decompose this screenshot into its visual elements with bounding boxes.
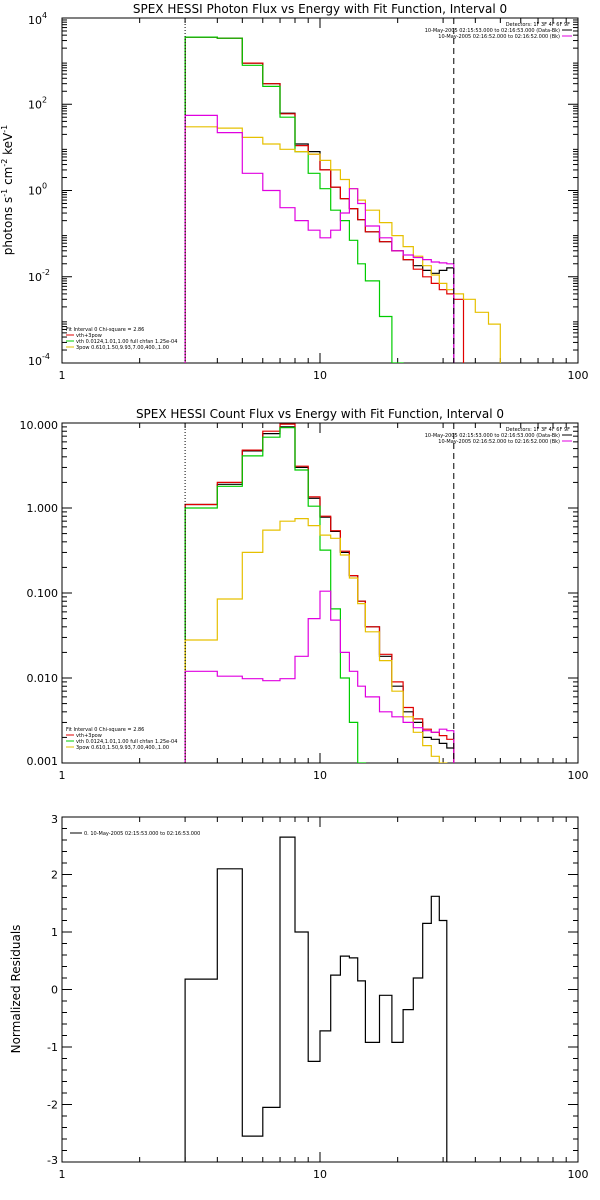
y-tick-label: 10.000 — [20, 419, 59, 432]
residuals-series — [184, 836, 448, 1162]
photon-flux-panel: SPEX HESSI Photon Flux vs Energy with Fi… — [0, 2, 589, 382]
series-vth-3pow — [184, 36, 465, 363]
legend-entry: 3pow 0.610,1.50,9.93,7.00,400.,1.00 — [76, 345, 169, 351]
y-tick-label: 100 — [28, 182, 47, 198]
y-tick-exponent: -4 — [42, 352, 50, 361]
y-tick-exponent: -2 — [42, 268, 50, 277]
legend-entry: vth+3pow — [76, 733, 102, 739]
y-tick-label: 1.000 — [27, 502, 59, 515]
series-3pow-0-610-1-50-9-93-7-00-400-1-00 — [184, 518, 448, 763]
count-flux-axes: 1 10 100 0.001 0.010 0.100 1.000 10.000 — [20, 419, 589, 782]
residuals-legend: 0. 10-May-2005 02:15:53.000 to 02:16:53.… — [70, 831, 200, 837]
y-tick-label: 10-2 — [28, 268, 50, 284]
photon-flux-title: SPEX HESSI Photon Flux vs Energy with Fi… — [133, 2, 507, 16]
x-tick-label: 10 — [313, 769, 327, 782]
y-tick-label: 0.001 — [27, 755, 59, 768]
legend-entry: 10-May-2005 02:15:53.000 to 02:16:53.000… — [425, 28, 560, 34]
y-label-mid: cm — [1, 167, 15, 189]
y-tick-label: 0.100 — [27, 587, 59, 600]
series-3pow-0-610-1-50-9-93-7-00-400-1-00 — [184, 126, 501, 363]
x-tick-label: 1 — [59, 369, 66, 382]
photon-flux-fit-range-markers — [184, 18, 455, 363]
y-tick-label: 0 — [51, 984, 58, 997]
series-vth-0-0124-1-01-1-00-full-chfan-1-25e-04 — [184, 427, 366, 763]
legend-entry: vth+3pow — [76, 333, 102, 339]
y-label-base: photons s — [1, 197, 15, 256]
residuals-panel: 1 10 100 -3 -2 -1 0 1 2 3 0. 10-May-2005 02:15:53… — [9, 813, 589, 1181]
y-tick-label: 1 — [51, 926, 58, 939]
count-flux-fit-range-markers — [184, 423, 455, 763]
series-vth-0-0124-1-01-1-00-full-chfan-1-25e-04 — [184, 36, 404, 363]
count-flux-series — [184, 423, 455, 763]
y-tick-label: 102 — [28, 95, 47, 111]
y-tick-label: -2 — [47, 1099, 58, 1112]
y-tick-base: 10 — [28, 98, 42, 111]
legend-entry: 10-May-2005 02:16:52.000 to 02:16:52.000… — [438, 439, 560, 445]
x-tick-label: 10 — [313, 1168, 327, 1181]
x-tick-label: 1 — [59, 1168, 66, 1181]
y-label-end: keV — [1, 132, 15, 159]
x-tick-label: 1 — [59, 769, 66, 782]
legend-entry: 10-May-2005 02:16:52.000 to 02:16:52.000… — [438, 34, 560, 40]
y-tick-label: 2 — [51, 869, 58, 882]
series-bkg — [184, 114, 455, 363]
count-flux-title: SPEX HESSI Count Flux vs Energy with Fit… — [136, 407, 504, 421]
y-tick-label: 0.010 — [27, 672, 59, 685]
y-label-exp1: -1 — [0, 189, 9, 197]
y-tick-label: 10-4 — [28, 352, 50, 368]
legend-entry: vth 0.0124,1.01,1.00 full chfan 1.25e-04 — [76, 739, 177, 745]
y-tick-label: 104 — [28, 11, 47, 27]
legend-entry: Detectors: 1F 3F 4F 6F 9F — [506, 22, 570, 28]
x-tick-label: 100 — [568, 369, 589, 382]
legend-entry: 3pow 0.610,1.50,9.93,7.00,400.,1.00 — [76, 745, 169, 751]
y-label-exp3: -1 — [0, 125, 9, 133]
y-tick-base: 10 — [28, 14, 42, 27]
residuals-axes: 1 10 100 -3 -2 -1 0 1 2 3 — [47, 813, 588, 1181]
residuals-y-axis-label: Normalized Residuals — [9, 925, 23, 1054]
legend-entry: vth 0.0124,1.01,1.00 full chfan 1.25e-04 — [76, 339, 177, 345]
y-tick-exponent: 2 — [42, 95, 47, 104]
y-label-exp2: -2 — [0, 159, 9, 167]
series-residual — [184, 836, 448, 1162]
series-bkg — [184, 590, 455, 763]
photon-flux-plot-frame — [61, 17, 579, 364]
y-tick-base: 10 — [28, 355, 42, 368]
legend-entry: 0. 10-May-2005 02:15:53.000 to 02:16:53.… — [84, 831, 200, 837]
legend-entry: Detectors: 1F 3F 4F 6F 9F — [506, 427, 570, 433]
y-tick-label: -1 — [47, 1041, 58, 1054]
y-tick-exponent: 0 — [42, 182, 47, 191]
legend-entry: 10-May-2005 02:15:53.000 to 02:16:53.000… — [425, 433, 560, 439]
photon-flux-legend-bottom: Fit Interval 0 Chi-square = 2.86vth+3pow… — [66, 327, 177, 351]
x-tick-label: 100 — [568, 769, 589, 782]
legend-entry: Fit Interval 0 Chi-square = 2.86 — [66, 327, 144, 333]
photon-flux-series — [184, 36, 501, 363]
count-flux-legend-bottom: Fit Interval 0 Chi-square = 2.86vth+3pow… — [66, 727, 177, 751]
y-tick-base: 10 — [28, 271, 42, 284]
series-data — [184, 36, 455, 363]
y-tick-label: -3 — [47, 1154, 58, 1167]
y-tick-label: 3 — [51, 813, 58, 826]
legend-entry: Fit Interval 0 Chi-square = 2.86 — [66, 727, 144, 733]
series-vth-3pow — [184, 423, 455, 763]
x-tick-label: 100 — [568, 1168, 589, 1181]
x-tick-label: 10 — [313, 369, 327, 382]
residuals-plot-frame — [61, 816, 579, 1163]
y-tick-base: 10 — [28, 185, 42, 198]
photon-flux-y-axis-label: photons s-1 cm-2 keV-1 — [0, 125, 15, 256]
count-flux-panel: SPEX HESSI Count Flux vs Energy with Fit… — [20, 407, 589, 782]
y-tick-exponent: 4 — [42, 11, 47, 20]
